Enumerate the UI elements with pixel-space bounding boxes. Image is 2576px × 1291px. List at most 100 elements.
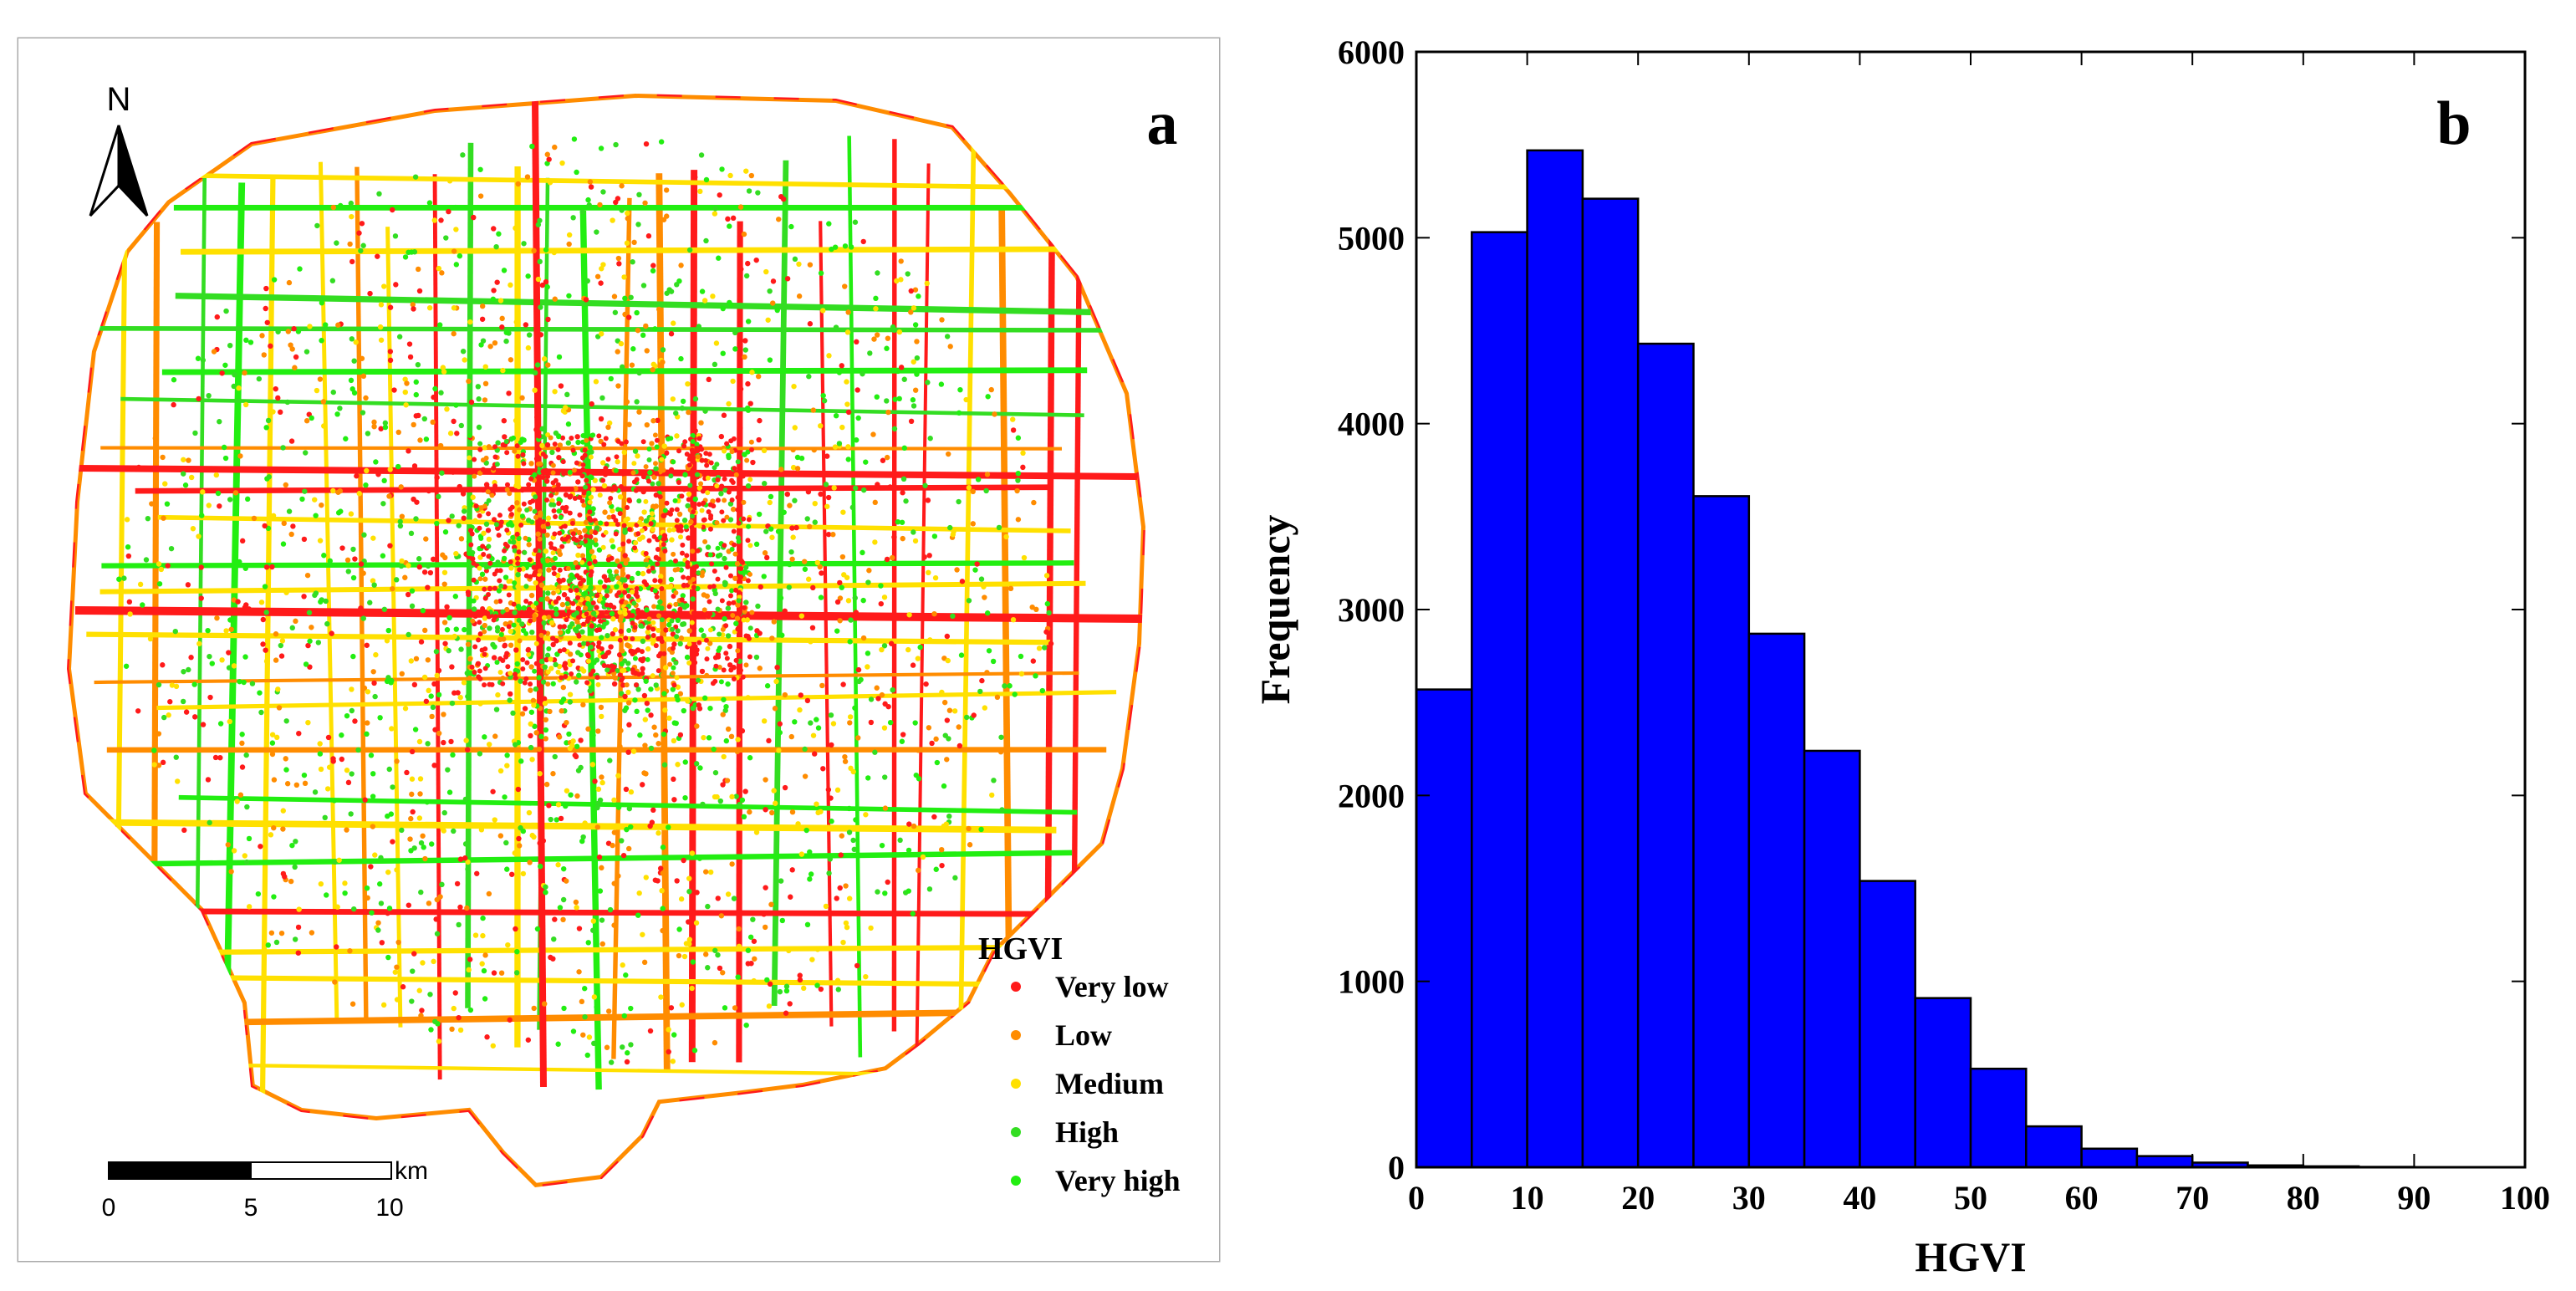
hgvi-point: [508, 559, 513, 565]
hgvi-point: [845, 457, 851, 462]
hgvi-point: [482, 364, 488, 370]
hgvi-point: [477, 513, 482, 518]
hgvi-point: [655, 556, 661, 562]
hgvi-point: [640, 332, 646, 339]
hgvi-point: [571, 467, 577, 473]
hgvi-point: [735, 494, 741, 500]
hgvi-point: [553, 661, 559, 668]
hgvi-point: [691, 1048, 698, 1054]
hgvi-point: [784, 276, 791, 282]
hgvi-point: [467, 432, 472, 438]
hgvi-point: [694, 472, 700, 477]
hgvi-point: [135, 464, 142, 471]
hgvi-point: [567, 691, 574, 697]
hgvi-point: [657, 578, 663, 584]
hgvi-point: [627, 498, 633, 504]
hgvi-point: [569, 621, 575, 627]
hgvi-point: [925, 380, 931, 385]
hgvi-point: [608, 1059, 615, 1065]
hgvi-point: [482, 397, 488, 403]
hgvi-point: [707, 869, 714, 875]
hgvi-point: [582, 447, 588, 453]
hgvi-point: [457, 1027, 464, 1033]
hgvi-point: [640, 782, 645, 788]
hgvi-point: [735, 459, 741, 465]
hgvi-point: [613, 467, 619, 473]
hgvi-point: [891, 534, 897, 540]
hgvi-point: [646, 457, 652, 462]
hgvi-point: [302, 780, 309, 787]
hgvi-point: [747, 755, 753, 761]
hgvi-point: [694, 441, 700, 447]
hgvi-point: [580, 635, 587, 640]
hgvi-point: [335, 489, 341, 495]
hgvi-point: [477, 525, 482, 531]
hgvi-point: [954, 567, 960, 573]
hgvi-point: [564, 617, 569, 623]
hgvi-point: [364, 731, 370, 737]
hgvi-point: [317, 376, 324, 382]
hgvi-point: [545, 521, 551, 527]
hgvi-point: [591, 660, 597, 666]
hgvi-point: [565, 565, 571, 571]
hgvi-point: [273, 631, 279, 637]
hgvi-point: [349, 1001, 356, 1007]
hgvi-point: [527, 557, 533, 563]
hgvi-point: [655, 417, 661, 424]
hgvi-point: [685, 564, 691, 569]
hgvi-point: [744, 457, 750, 463]
hgvi-point: [812, 500, 818, 507]
hgvi-point: [135, 708, 141, 714]
hgvi-point: [497, 578, 502, 584]
hgvi-point: [802, 773, 809, 779]
hgvi-point: [746, 188, 752, 194]
hgvi-point: [522, 549, 528, 555]
hgvi-point: [200, 357, 207, 363]
hgvi-point: [817, 564, 823, 570]
hgvi-point: [691, 556, 697, 562]
hgvi-point: [319, 502, 324, 508]
hgvi-point: [982, 594, 987, 600]
hgvi-point: [522, 706, 528, 712]
hgvi-point: [469, 664, 475, 670]
hgvi-point: [384, 678, 390, 685]
hgvi-point: [490, 641, 496, 648]
hgvi-point: [680, 550, 686, 556]
hgvi-point: [487, 585, 493, 592]
y-tick-label: 4000: [1338, 406, 1405, 443]
hgvi-point: [289, 842, 295, 849]
hgvi-point: [431, 681, 437, 687]
hgvi-point: [345, 569, 351, 574]
hgvi-point: [986, 648, 992, 654]
hgvi-point: [802, 566, 809, 572]
hgvi-point: [712, 361, 718, 368]
hgvi-point: [541, 615, 548, 620]
hgvi-point: [692, 496, 698, 503]
hgvi-point: [330, 389, 336, 395]
hgvi-point: [701, 500, 706, 506]
hgvi-point: [499, 315, 505, 322]
hgvi-point: [544, 161, 550, 166]
scale-tick-0: 0: [102, 1194, 116, 1222]
hgvi-point: [485, 528, 492, 533]
hgvi-point: [469, 531, 475, 537]
hgvi-point: [943, 821, 950, 827]
hgvi-point: [606, 569, 613, 574]
hgvi-point: [878, 583, 884, 589]
hgvi-point: [476, 637, 482, 643]
hgvi-point: [756, 436, 762, 443]
hgvi-point: [211, 349, 217, 355]
hgvi-point: [685, 698, 691, 704]
hgvi-point: [773, 800, 778, 806]
hgvi-point: [470, 618, 476, 624]
hgvi-point: [834, 977, 841, 983]
hgvi-point: [582, 986, 588, 992]
hgvi-point: [912, 322, 919, 328]
hgvi-point: [636, 409, 642, 415]
hgvi-point: [306, 610, 313, 615]
hgvi-point: [957, 386, 963, 393]
hgvi-point: [824, 613, 831, 620]
hgvi-point: [199, 513, 205, 518]
hgvi-point: [901, 376, 907, 382]
hgvi-point: [278, 409, 283, 416]
